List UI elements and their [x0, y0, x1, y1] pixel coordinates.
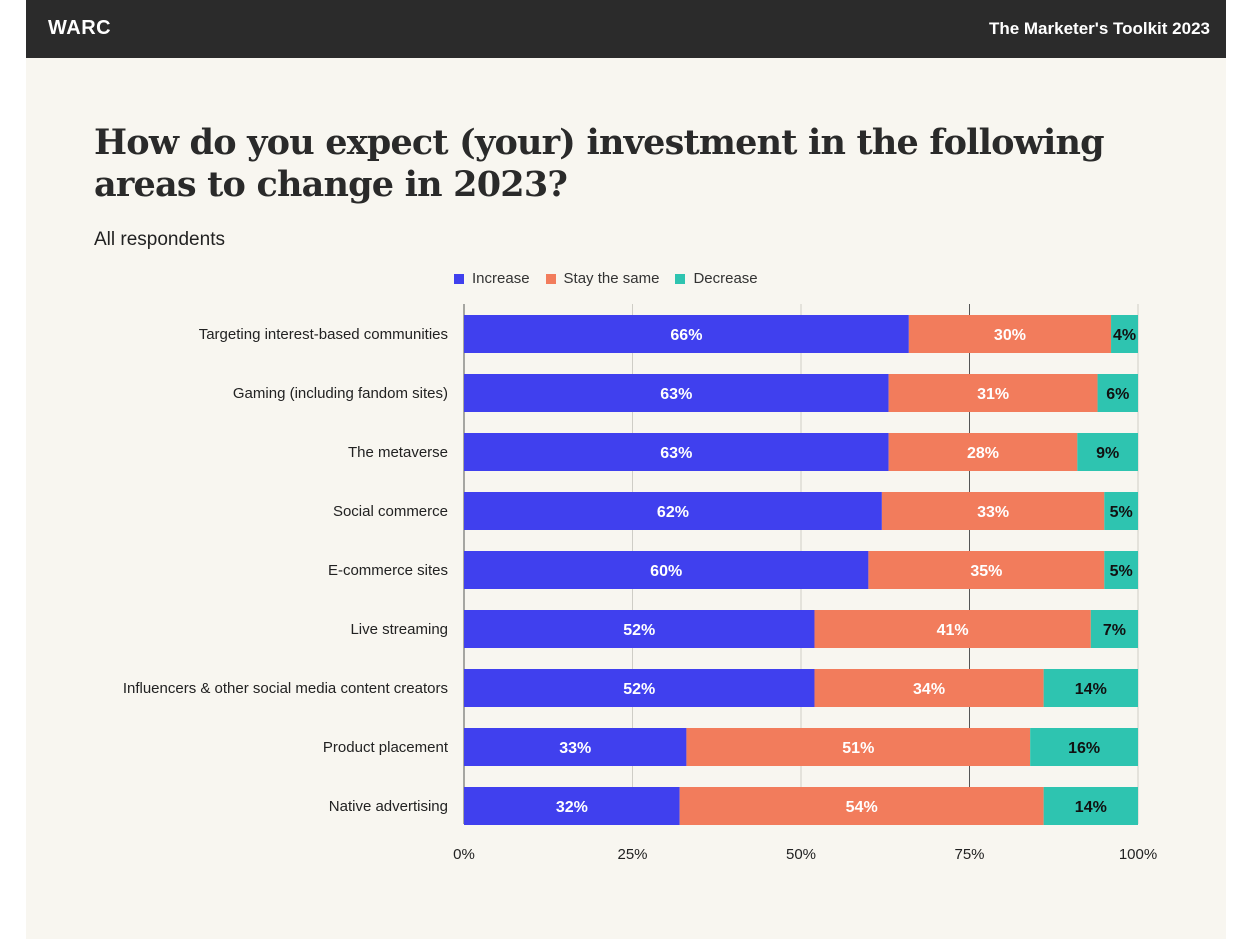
- bar-segment-increase: [464, 492, 882, 530]
- data-label: 16%: [1068, 740, 1100, 757]
- publication-title: The Marketer's Toolkit 2023: [988, 19, 1210, 38]
- bar-segment-increase: [464, 315, 909, 353]
- data-label: 51%: [842, 740, 874, 757]
- bar-segment-stay-the-same: [679, 787, 1044, 825]
- category-label: Gaming (including fandom sites): [233, 385, 448, 402]
- bar-segment-increase: [464, 610, 815, 648]
- data-label: 52%: [623, 622, 655, 639]
- data-label: 31%: [977, 386, 1009, 403]
- data-label: 28%: [967, 445, 999, 462]
- bar-segment-decrease: [1090, 610, 1138, 648]
- bar-segment-stay-the-same: [814, 610, 1091, 648]
- bar-segment-decrease: [1104, 551, 1138, 589]
- data-label: 34%: [913, 681, 945, 698]
- data-label: 5%: [1110, 563, 1133, 580]
- bar-segment-decrease: [1030, 728, 1138, 766]
- data-label: 4%: [1113, 327, 1136, 344]
- bar-segment-stay-the-same: [888, 374, 1098, 412]
- page-background: WARC The Marketer's Toolkit 2023 How do …: [26, 0, 1226, 939]
- data-label: 9%: [1096, 445, 1119, 462]
- category-label: Native advertising: [329, 798, 448, 815]
- bar-segment-stay-the-same: [881, 492, 1105, 530]
- bar-segment-increase: [464, 669, 815, 707]
- chart-subtitle: All respondents: [94, 229, 225, 250]
- legend-swatch-stay-the-same: [545, 273, 556, 284]
- data-label: 32%: [556, 799, 588, 816]
- chart-title: How do you expect (your) investment in t…: [94, 122, 1105, 205]
- bar-segment-stay-the-same: [686, 728, 1031, 766]
- data-label: 41%: [937, 622, 969, 639]
- legend-item-increase: Increase: [454, 270, 530, 287]
- data-label: 62%: [657, 504, 689, 521]
- bar-segment-increase: [464, 787, 680, 825]
- bar-segment-stay-the-same: [814, 669, 1044, 707]
- stacked-bar-chart: Targeting interest-based communities 66% 3…: [123, 304, 1157, 863]
- legend-label-increase: Increase: [472, 270, 530, 287]
- bar-segment-increase: [464, 551, 869, 589]
- data-label: 33%: [559, 740, 591, 757]
- data-label: 63%: [660, 386, 692, 403]
- legend-swatch-increase: [454, 273, 464, 284]
- legend-label-stay-the-same: Stay the same: [563, 270, 660, 287]
- bar-segment-decrease: [1097, 374, 1138, 412]
- bar-segment-decrease: [1043, 787, 1138, 825]
- category-label: Social commerce: [333, 503, 448, 520]
- data-label: 30%: [994, 327, 1026, 344]
- data-label: 66%: [670, 327, 702, 344]
- header-bar: WARC The Marketer's Toolkit 2023: [26, 0, 1226, 58]
- category-label: Targeting interest-based communities: [199, 326, 448, 343]
- chart-legend: Increase Stay the same Decrease: [454, 270, 774, 287]
- bar-segment-increase: [464, 728, 687, 766]
- legend-item-stay-the-same: Stay the same: [545, 270, 660, 287]
- data-label: 14%: [1075, 799, 1107, 816]
- bar-segment-decrease: [1077, 433, 1138, 471]
- category-label: E-commerce sites: [328, 562, 448, 579]
- bar-segment-increase: [464, 433, 889, 471]
- bar-segment-stay-the-same: [888, 433, 1078, 471]
- x-tick-label: 0%: [453, 846, 475, 863]
- x-tick-label: 100%: [1119, 846, 1157, 863]
- bar-segment-increase: [464, 374, 889, 412]
- data-label: 63%: [660, 445, 692, 462]
- category-label: The metaverse: [348, 444, 448, 461]
- legend-label-decrease: Decrease: [693, 270, 758, 287]
- bar-segment-decrease: [1104, 492, 1138, 530]
- bar-segment-stay-the-same: [908, 315, 1112, 353]
- bar-segment-decrease: [1111, 315, 1138, 353]
- data-label: 14%: [1075, 681, 1107, 698]
- category-label: Live streaming: [350, 621, 448, 638]
- x-tick-label: 25%: [617, 846, 647, 863]
- x-tick-label: 50%: [786, 846, 816, 863]
- data-label: 6%: [1106, 386, 1129, 403]
- category-label: Influencers & other social media content…: [123, 680, 448, 697]
- brand-logo: WARC: [48, 17, 112, 39]
- bar-segment-decrease: [1043, 669, 1138, 707]
- category-label: Product placement: [323, 739, 449, 756]
- x-tick-label: 75%: [954, 846, 984, 863]
- data-label: 35%: [970, 563, 1002, 580]
- data-label: 33%: [977, 504, 1009, 521]
- data-label: 52%: [623, 681, 655, 698]
- data-label: 5%: [1110, 504, 1133, 521]
- data-label: 60%: [650, 563, 682, 580]
- data-label: 7%: [1103, 622, 1126, 639]
- bar-segment-stay-the-same: [868, 551, 1105, 589]
- legend-swatch-decrease: [675, 273, 686, 284]
- legend-item-decrease: Decrease: [675, 270, 758, 287]
- data-label: 54%: [846, 799, 878, 816]
